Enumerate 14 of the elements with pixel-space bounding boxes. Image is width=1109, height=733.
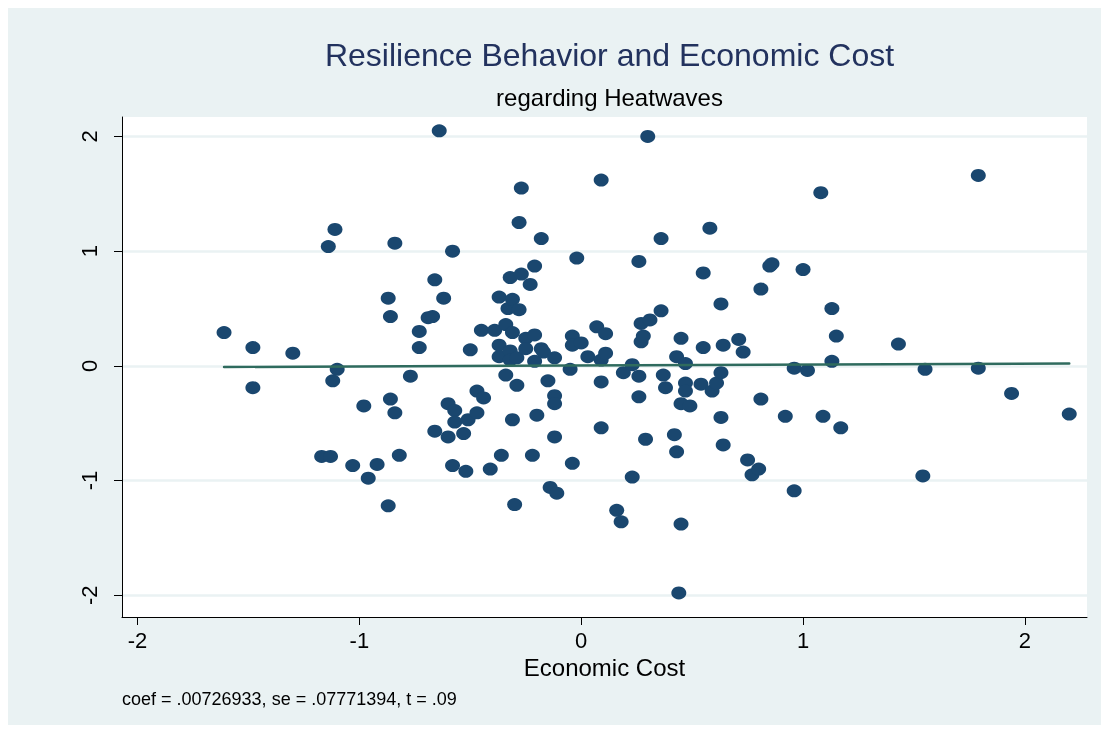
x-tick-label: 1	[796, 627, 810, 653]
x-tick-label: -2	[127, 627, 148, 653]
y-tick-label: -2	[76, 585, 102, 605]
y-tick-label: 2	[76, 130, 102, 143]
x-tick-label: 0	[575, 627, 588, 653]
x-tick-label: -1	[349, 627, 370, 653]
x-axis-title: Economic Cost	[523, 654, 686, 682]
y-tick-label: -1	[76, 470, 102, 491]
x-tick-label: 2	[1018, 627, 1032, 653]
y-tick-label: 1	[76, 245, 102, 258]
chart-subtitle: regarding Heatwaves	[496, 83, 723, 111]
text: coef = .00726933, se = .07771394, t = .09	[122, 689, 457, 709]
y-tick-label: 0	[76, 359, 102, 372]
chart-title: Resilience Behavior and Economic Cost	[324, 37, 895, 73]
